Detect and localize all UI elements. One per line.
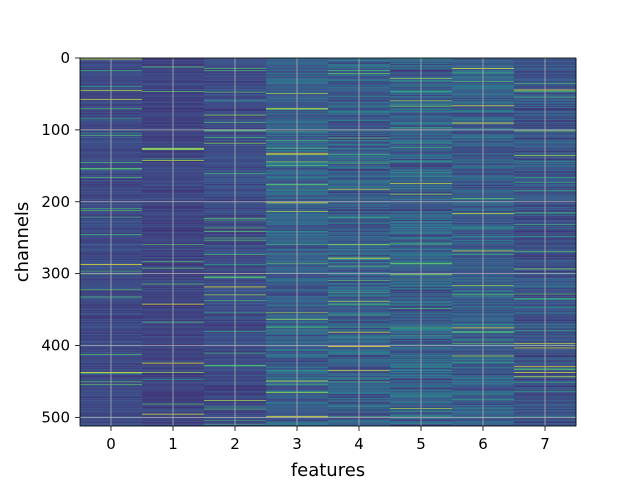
y-axis-ticks: 0 100 200 300 400 500: [41, 49, 80, 426]
y-tick-label: 400: [41, 337, 70, 355]
y-tick-label: 500: [41, 408, 70, 426]
x-tick-label: 6: [478, 435, 488, 453]
y-tick-label: 200: [41, 193, 70, 211]
x-axis-ticks: 0 1 2 3 4 5 6 7: [106, 426, 550, 453]
y-tick-label: 300: [41, 265, 70, 283]
heatmap-cells: [80, 58, 577, 427]
x-tick-label: 0: [106, 435, 116, 453]
x-tick-label: 3: [292, 435, 302, 453]
y-tick-label: 100: [41, 121, 70, 139]
x-tick-label: 5: [416, 435, 426, 453]
x-tick-label: 2: [230, 435, 240, 453]
grid-lines: [80, 57, 576, 426]
plot-frame: [79, 57, 577, 427]
x-tick-label: 7: [540, 435, 550, 453]
y-axis-label: channels: [12, 202, 33, 283]
y-tick-label: 0: [60, 49, 70, 67]
x-axis-label: features: [291, 460, 365, 480]
x-tick-label: 1: [168, 435, 178, 453]
x-tick-label: 4: [354, 435, 364, 453]
